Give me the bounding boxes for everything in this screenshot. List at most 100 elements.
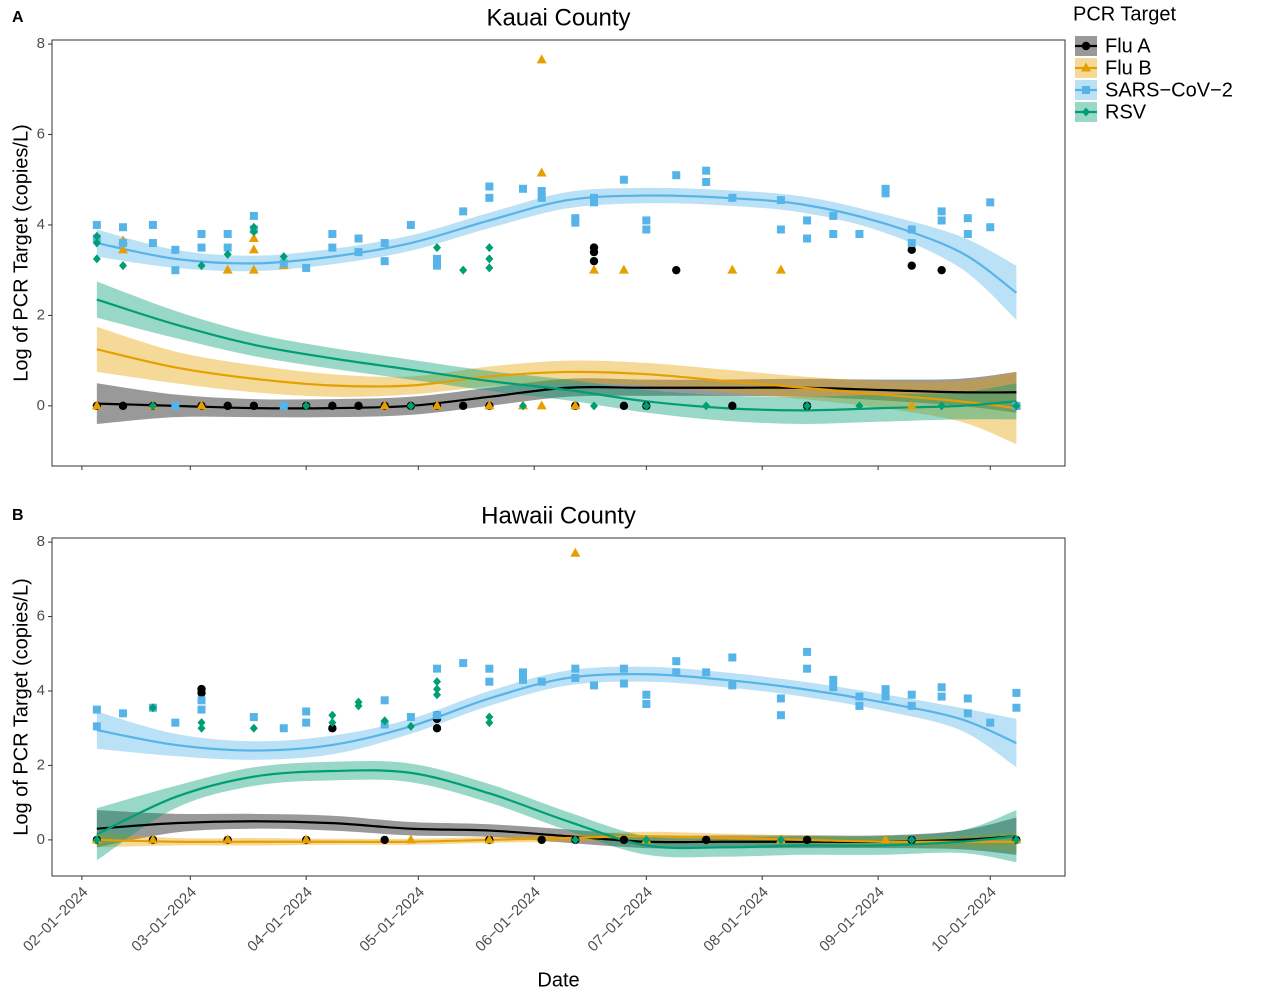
data-point xyxy=(518,401,527,411)
data-point xyxy=(406,713,415,722)
data-point xyxy=(147,834,158,844)
data-point xyxy=(642,225,651,234)
y-tick-label: 0 xyxy=(37,831,45,848)
data-point xyxy=(776,225,785,234)
plot-frame xyxy=(51,39,1066,467)
data-point xyxy=(518,668,527,677)
data-point xyxy=(433,677,442,687)
data-point xyxy=(776,711,785,720)
data-point xyxy=(91,400,102,410)
data-point xyxy=(92,238,101,248)
x-tick-label: 03−01−2024 xyxy=(128,884,200,956)
data-point xyxy=(279,724,288,733)
data-point xyxy=(907,835,916,845)
data-point xyxy=(223,249,232,259)
data-point xyxy=(986,718,995,727)
data-point xyxy=(803,234,812,243)
x-tick-label: 10−01−2024 xyxy=(928,884,1000,956)
data-point xyxy=(148,401,157,411)
data-point xyxy=(907,225,916,234)
smooth-line xyxy=(96,769,1017,850)
data-point xyxy=(92,835,101,845)
data-point xyxy=(937,265,946,275)
y-tick-label: 6 xyxy=(37,125,45,142)
confidence-ribbon xyxy=(96,810,1017,855)
data-point xyxy=(485,664,494,673)
data-point xyxy=(702,401,711,411)
data-point xyxy=(328,230,337,239)
data-point xyxy=(571,673,580,682)
data-point xyxy=(196,400,207,410)
data-point xyxy=(642,835,651,845)
data-point xyxy=(328,718,337,728)
data-point xyxy=(406,220,415,229)
data-point xyxy=(405,834,416,844)
data-point xyxy=(148,703,157,713)
data-point xyxy=(570,400,581,410)
x-tick-label: 09−01−2024 xyxy=(816,884,888,956)
data-point xyxy=(536,54,547,64)
data-point xyxy=(302,401,311,411)
data-point xyxy=(485,712,494,722)
data-point xyxy=(536,167,547,177)
data-point xyxy=(249,713,258,722)
data-point xyxy=(618,264,629,274)
data-point xyxy=(328,710,337,720)
data-point xyxy=(406,401,415,411)
data-point xyxy=(279,401,288,410)
y-tick-label: 4 xyxy=(37,682,45,699)
data-point xyxy=(986,198,995,207)
y-tick-label: 8 xyxy=(37,35,45,52)
data-point xyxy=(728,653,737,662)
data-point xyxy=(728,681,737,690)
smooth-line xyxy=(96,298,1017,412)
data-point xyxy=(537,193,546,202)
data-point xyxy=(590,193,599,202)
data-point xyxy=(907,701,916,710)
data-point xyxy=(148,239,157,248)
data-point xyxy=(518,184,527,193)
data-point xyxy=(197,696,206,705)
data-point xyxy=(119,239,128,248)
data-point xyxy=(406,721,415,731)
data-point xyxy=(803,216,812,225)
data-point xyxy=(590,681,599,690)
confidence-ribbon xyxy=(96,666,1017,768)
data-point xyxy=(302,263,311,272)
data-point xyxy=(484,834,495,844)
x-tick-label: 06−01−2024 xyxy=(472,884,544,956)
data-point xyxy=(963,230,972,239)
data-point xyxy=(728,193,737,202)
data-point xyxy=(881,189,890,198)
data-point xyxy=(702,178,711,186)
panel-title: Hawaii County xyxy=(481,502,636,529)
data-point xyxy=(642,690,651,699)
data-point xyxy=(171,266,180,275)
data-point xyxy=(589,256,599,266)
data-point xyxy=(433,254,442,263)
data-point xyxy=(590,401,599,411)
confidence-ribbon xyxy=(96,281,1017,424)
data-point xyxy=(642,700,651,709)
data-point xyxy=(702,668,711,677)
legend-key-marker xyxy=(1081,62,1091,72)
data-point xyxy=(92,705,101,714)
legend-key-marker xyxy=(1082,107,1090,117)
data-point xyxy=(197,230,206,239)
data-point xyxy=(249,222,258,232)
data-point xyxy=(222,264,233,274)
data-point xyxy=(485,718,494,728)
data-point xyxy=(571,218,580,227)
data-point xyxy=(485,243,494,253)
data-point xyxy=(937,216,946,225)
data-point xyxy=(937,692,946,701)
data-point xyxy=(937,683,946,692)
data-point xyxy=(485,263,494,273)
data-point xyxy=(537,835,546,845)
y-tick-label: 8 xyxy=(37,533,45,550)
data-point xyxy=(380,257,389,266)
data-point xyxy=(485,677,494,686)
data-point xyxy=(197,688,206,698)
data-point xyxy=(963,709,972,718)
